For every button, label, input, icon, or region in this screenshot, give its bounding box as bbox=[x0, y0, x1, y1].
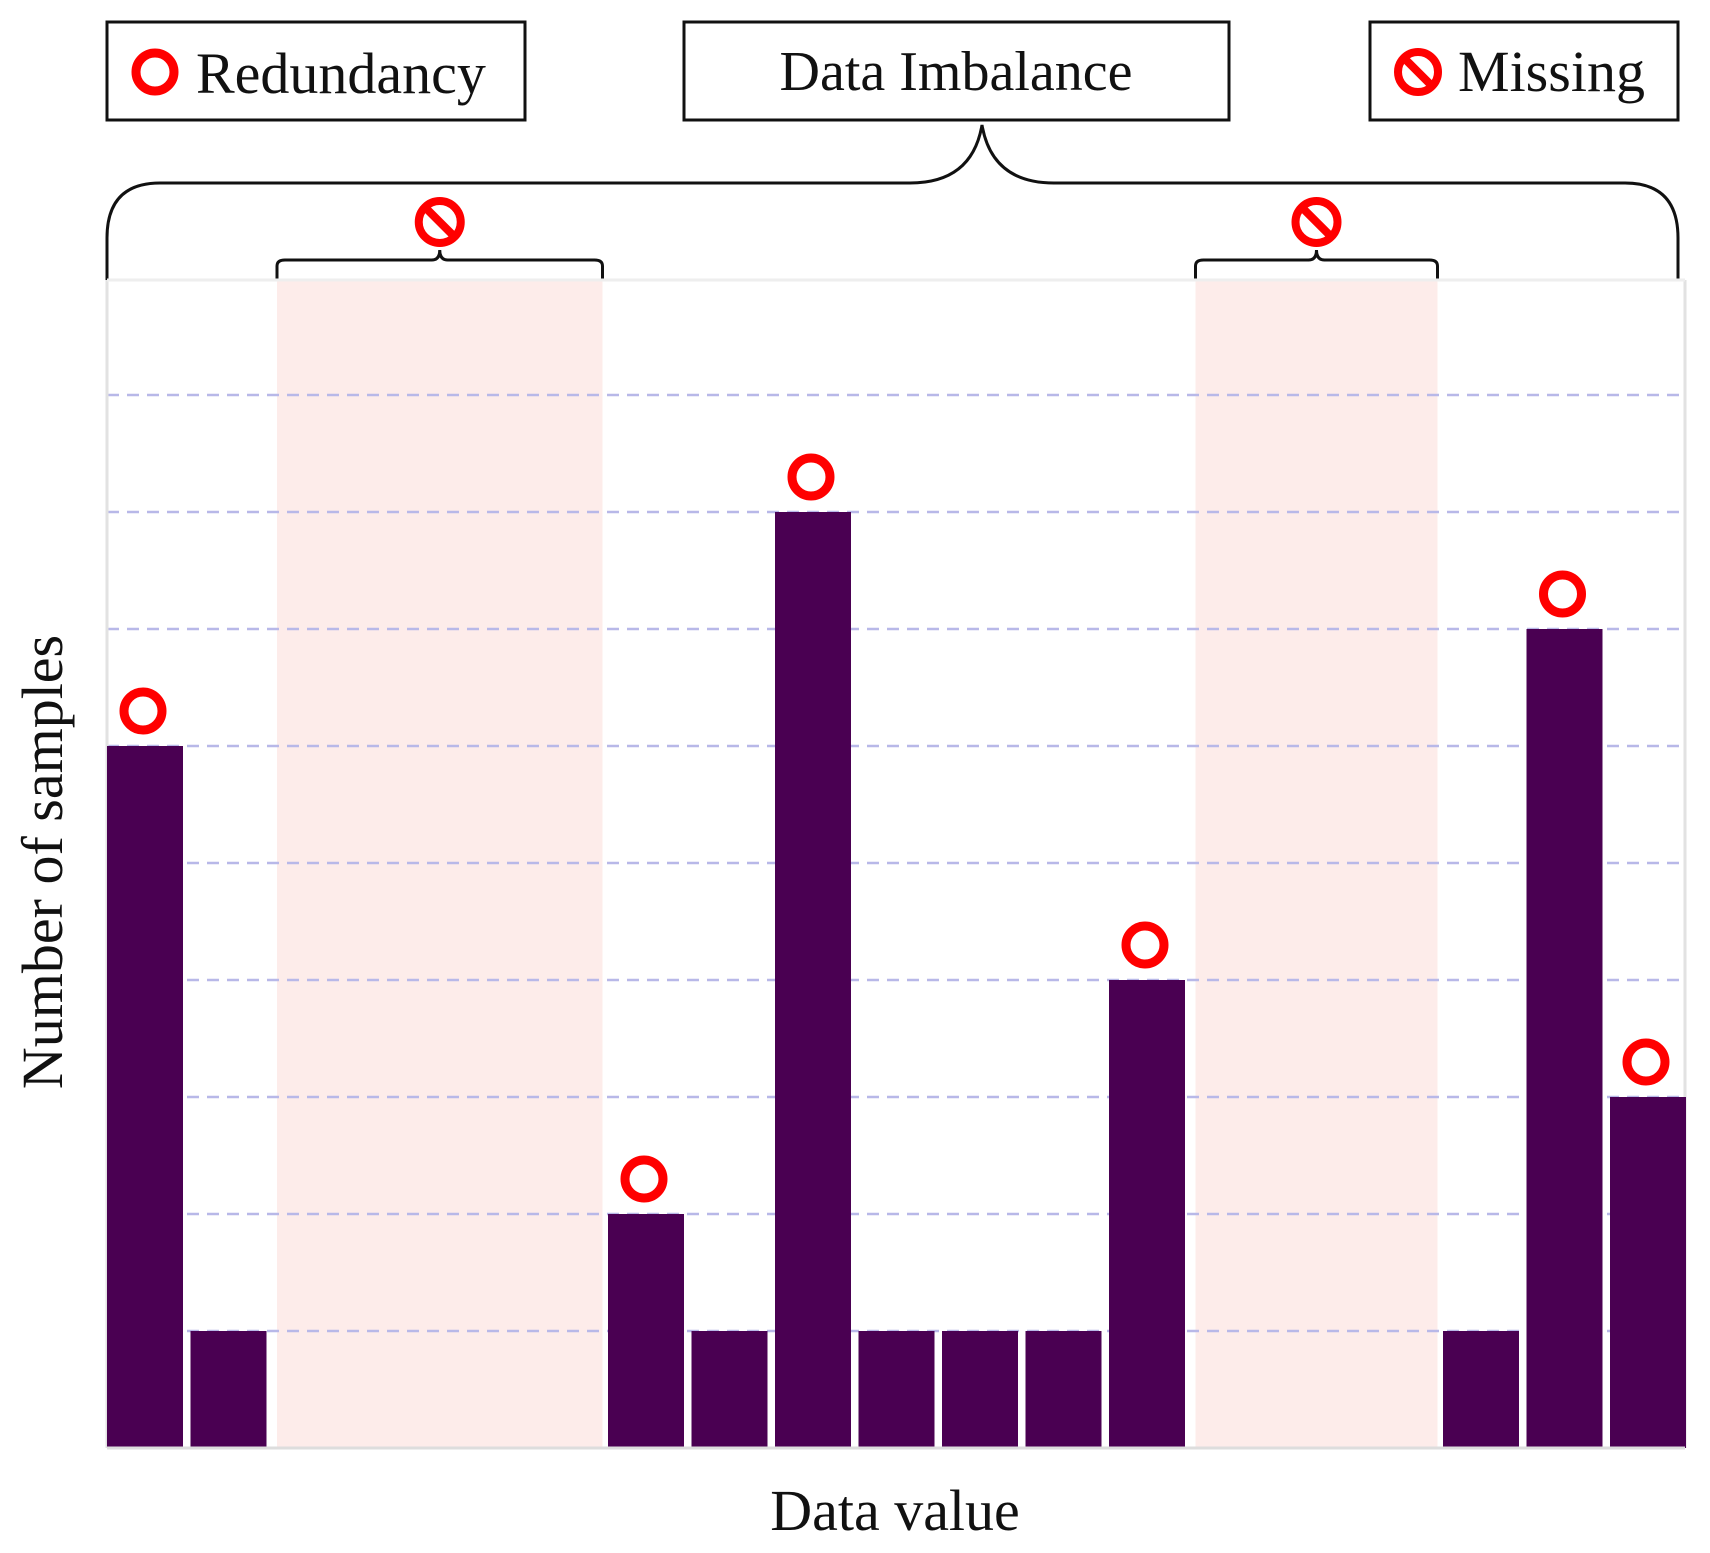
x-axis-label: Data value bbox=[770, 1478, 1020, 1543]
prohibited-icon-slash bbox=[1299, 205, 1334, 239]
ring-icon bbox=[787, 453, 835, 501]
bar bbox=[1443, 1331, 1519, 1448]
ring-icon bbox=[620, 1155, 668, 1203]
prohibited-icon-slash bbox=[422, 205, 457, 239]
bar bbox=[775, 512, 851, 1448]
ring-icon bbox=[119, 687, 167, 735]
group-label-box: Data Imbalance bbox=[682, 20, 1231, 122]
ring-icon bbox=[1121, 921, 1169, 969]
ring-icon bbox=[1622, 1038, 1670, 1086]
y-axis-label: Number of samples bbox=[10, 635, 75, 1089]
bar bbox=[942, 1331, 1018, 1448]
bar bbox=[1109, 980, 1185, 1448]
imbalance-brace bbox=[105, 124, 1680, 280]
group-label: Data Imbalance bbox=[780, 41, 1133, 103]
ring-icon bbox=[1539, 570, 1586, 618]
bar bbox=[1526, 629, 1603, 1448]
prohibited-icon bbox=[414, 197, 465, 247]
legend-redundancy: Redundancy bbox=[105, 20, 527, 122]
missing-brace bbox=[275, 249, 604, 280]
prohibited-icon bbox=[1291, 197, 1342, 247]
missing-brace bbox=[1194, 249, 1439, 280]
bar bbox=[107, 746, 183, 1448]
bar bbox=[1025, 1331, 1102, 1448]
legend-redundancy-label: Redundancy bbox=[196, 41, 486, 106]
legend-missing: Missing bbox=[1368, 20, 1680, 122]
ring-icon bbox=[131, 48, 179, 96]
legend-missing-label: Missing bbox=[1458, 39, 1645, 104]
bar bbox=[190, 1331, 267, 1448]
bar bbox=[691, 1331, 768, 1448]
prohibited-icon bbox=[1394, 48, 1442, 96]
bar bbox=[1610, 1097, 1686, 1448]
bar bbox=[608, 1214, 684, 1448]
bar bbox=[858, 1331, 935, 1448]
